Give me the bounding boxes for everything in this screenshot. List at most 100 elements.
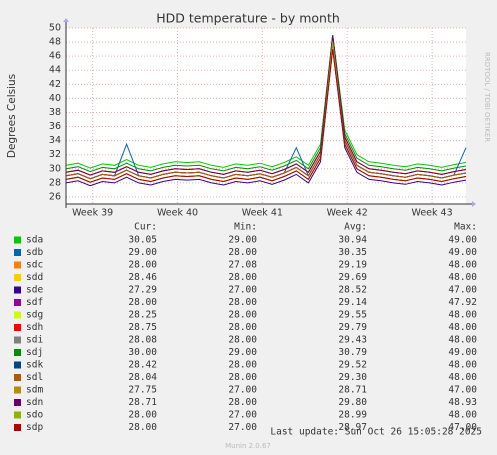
legend-swatch <box>14 311 21 319</box>
legend-value: 30.00 <box>128 347 157 358</box>
legend-name: sdm <box>26 385 43 396</box>
legend-value: 28.52 <box>338 285 367 296</box>
series-line <box>65 34 467 173</box>
legend-swatch <box>14 261 21 269</box>
y-tick-label: 44 <box>49 65 61 76</box>
legend-value: 28.00 <box>228 310 257 321</box>
y-arrow <box>63 18 69 22</box>
legend-value: 28.46 <box>128 272 157 283</box>
legend-name: sdb <box>26 247 43 258</box>
y-tick-label: 26 <box>49 191 61 202</box>
legend-value: 30.05 <box>128 235 157 246</box>
y-tick-label: 30 <box>49 163 61 174</box>
legend-value: 28.97 <box>338 422 367 433</box>
legend-value: 48.93 <box>448 397 477 408</box>
legend-value: 28.00 <box>228 335 257 346</box>
legend-value: 28.71 <box>128 397 157 408</box>
x-arrow <box>472 201 476 207</box>
legend-value: 28.25 <box>128 310 157 321</box>
y-axis-label: Degrees Celsius <box>6 74 18 158</box>
legend-value: 27.00 <box>228 422 257 433</box>
x-tick-label: Week 41 <box>242 208 283 219</box>
legend-value: 29.52 <box>338 360 367 371</box>
legend-value: 27.75 <box>128 385 157 396</box>
legend-swatch <box>14 299 21 306</box>
legend-swatch <box>14 336 21 344</box>
legend-header: Cur: <box>134 222 157 233</box>
series-line <box>65 34 467 169</box>
legend-value: 29.00 <box>128 247 157 258</box>
legend-value: 48.00 <box>448 410 477 421</box>
legend-value: 48.00 <box>448 335 477 346</box>
legend-value: 28.71 <box>338 385 367 396</box>
legend-value: 27.00 <box>228 410 257 421</box>
y-tick-label: 32 <box>49 149 61 160</box>
legend-value: 30.94 <box>338 235 367 246</box>
y-tick-label: 28 <box>49 177 61 188</box>
legend-name: sdh <box>26 322 43 333</box>
legend-value: 29.30 <box>338 372 367 383</box>
legend-value: 28.75 <box>128 322 157 333</box>
legend-swatch <box>14 349 21 356</box>
watermark: RRDTOOL / TOBI OETIKER <box>483 52 491 142</box>
legend-value: 28.00 <box>228 322 257 333</box>
legend-name: sdd <box>26 272 43 283</box>
lines <box>65 34 467 187</box>
legend-value: 48.00 <box>448 372 477 383</box>
legend-swatch <box>14 399 21 406</box>
legend-swatch <box>14 411 21 419</box>
y-tick-label: 36 <box>49 121 61 132</box>
legend-name: sdp <box>26 422 43 433</box>
legend-swatch <box>14 236 21 244</box>
legend-value: 49.00 <box>448 247 477 258</box>
legend-value: 49.00 <box>448 347 477 358</box>
legend-value: 28.99 <box>338 410 367 421</box>
y-tick-label: 42 <box>49 79 61 90</box>
y-tick-label: 46 <box>49 51 61 62</box>
y-tick-label: 40 <box>49 93 61 104</box>
legend-swatch <box>14 374 21 381</box>
legend-value: 29.80 <box>338 397 367 408</box>
y-tick-label: 34 <box>49 135 61 146</box>
legend-value: 28.04 <box>128 372 157 383</box>
legend-value: 28.42 <box>128 360 157 371</box>
x-tick-label: Week 42 <box>327 208 368 219</box>
x-tick-label: Week 39 <box>72 208 113 219</box>
legend-value: 27.08 <box>228 260 257 271</box>
legend-value: 28.00 <box>128 410 157 421</box>
legend-value: 49.00 <box>448 235 477 246</box>
legend-header: Avg: <box>344 222 367 233</box>
y-tick-label: 50 <box>49 23 61 34</box>
grid <box>66 27 466 204</box>
legend-name: sdl <box>26 372 43 383</box>
legend-value: 27.00 <box>228 285 257 296</box>
chart-title: HDD temperature - by month <box>156 11 340 26</box>
legend-value: 47.92 <box>448 297 477 308</box>
legend-value: 28.08 <box>128 335 157 346</box>
legend-value: 29.19 <box>338 260 367 271</box>
legend-value: 27.00 <box>228 385 257 396</box>
y-tick-label: 38 <box>49 107 61 118</box>
series-line <box>65 49 467 187</box>
legend-value: 48.00 <box>448 260 477 271</box>
legend-value: 28.00 <box>228 247 257 258</box>
legend-value: 28.00 <box>228 272 257 283</box>
plot-area <box>66 28 466 204</box>
legend-header: Max: <box>454 222 477 233</box>
legend-name: sdj <box>26 347 43 358</box>
legend-swatch <box>14 286 21 294</box>
legend-swatch <box>14 274 21 281</box>
legend-value: 27.29 <box>128 285 157 296</box>
legend-swatch <box>14 249 21 256</box>
legend-name: sdg <box>26 310 43 321</box>
legend-header: Min: <box>234 222 257 233</box>
legend-swatch <box>14 361 21 369</box>
legend-value: 28.00 <box>128 260 157 271</box>
legend-value: 28.00 <box>228 360 257 371</box>
legend-swatch <box>14 324 21 331</box>
legend-value: 29.69 <box>338 272 367 283</box>
legend-value: 30.79 <box>338 347 367 358</box>
legend-name: sda <box>26 235 43 246</box>
